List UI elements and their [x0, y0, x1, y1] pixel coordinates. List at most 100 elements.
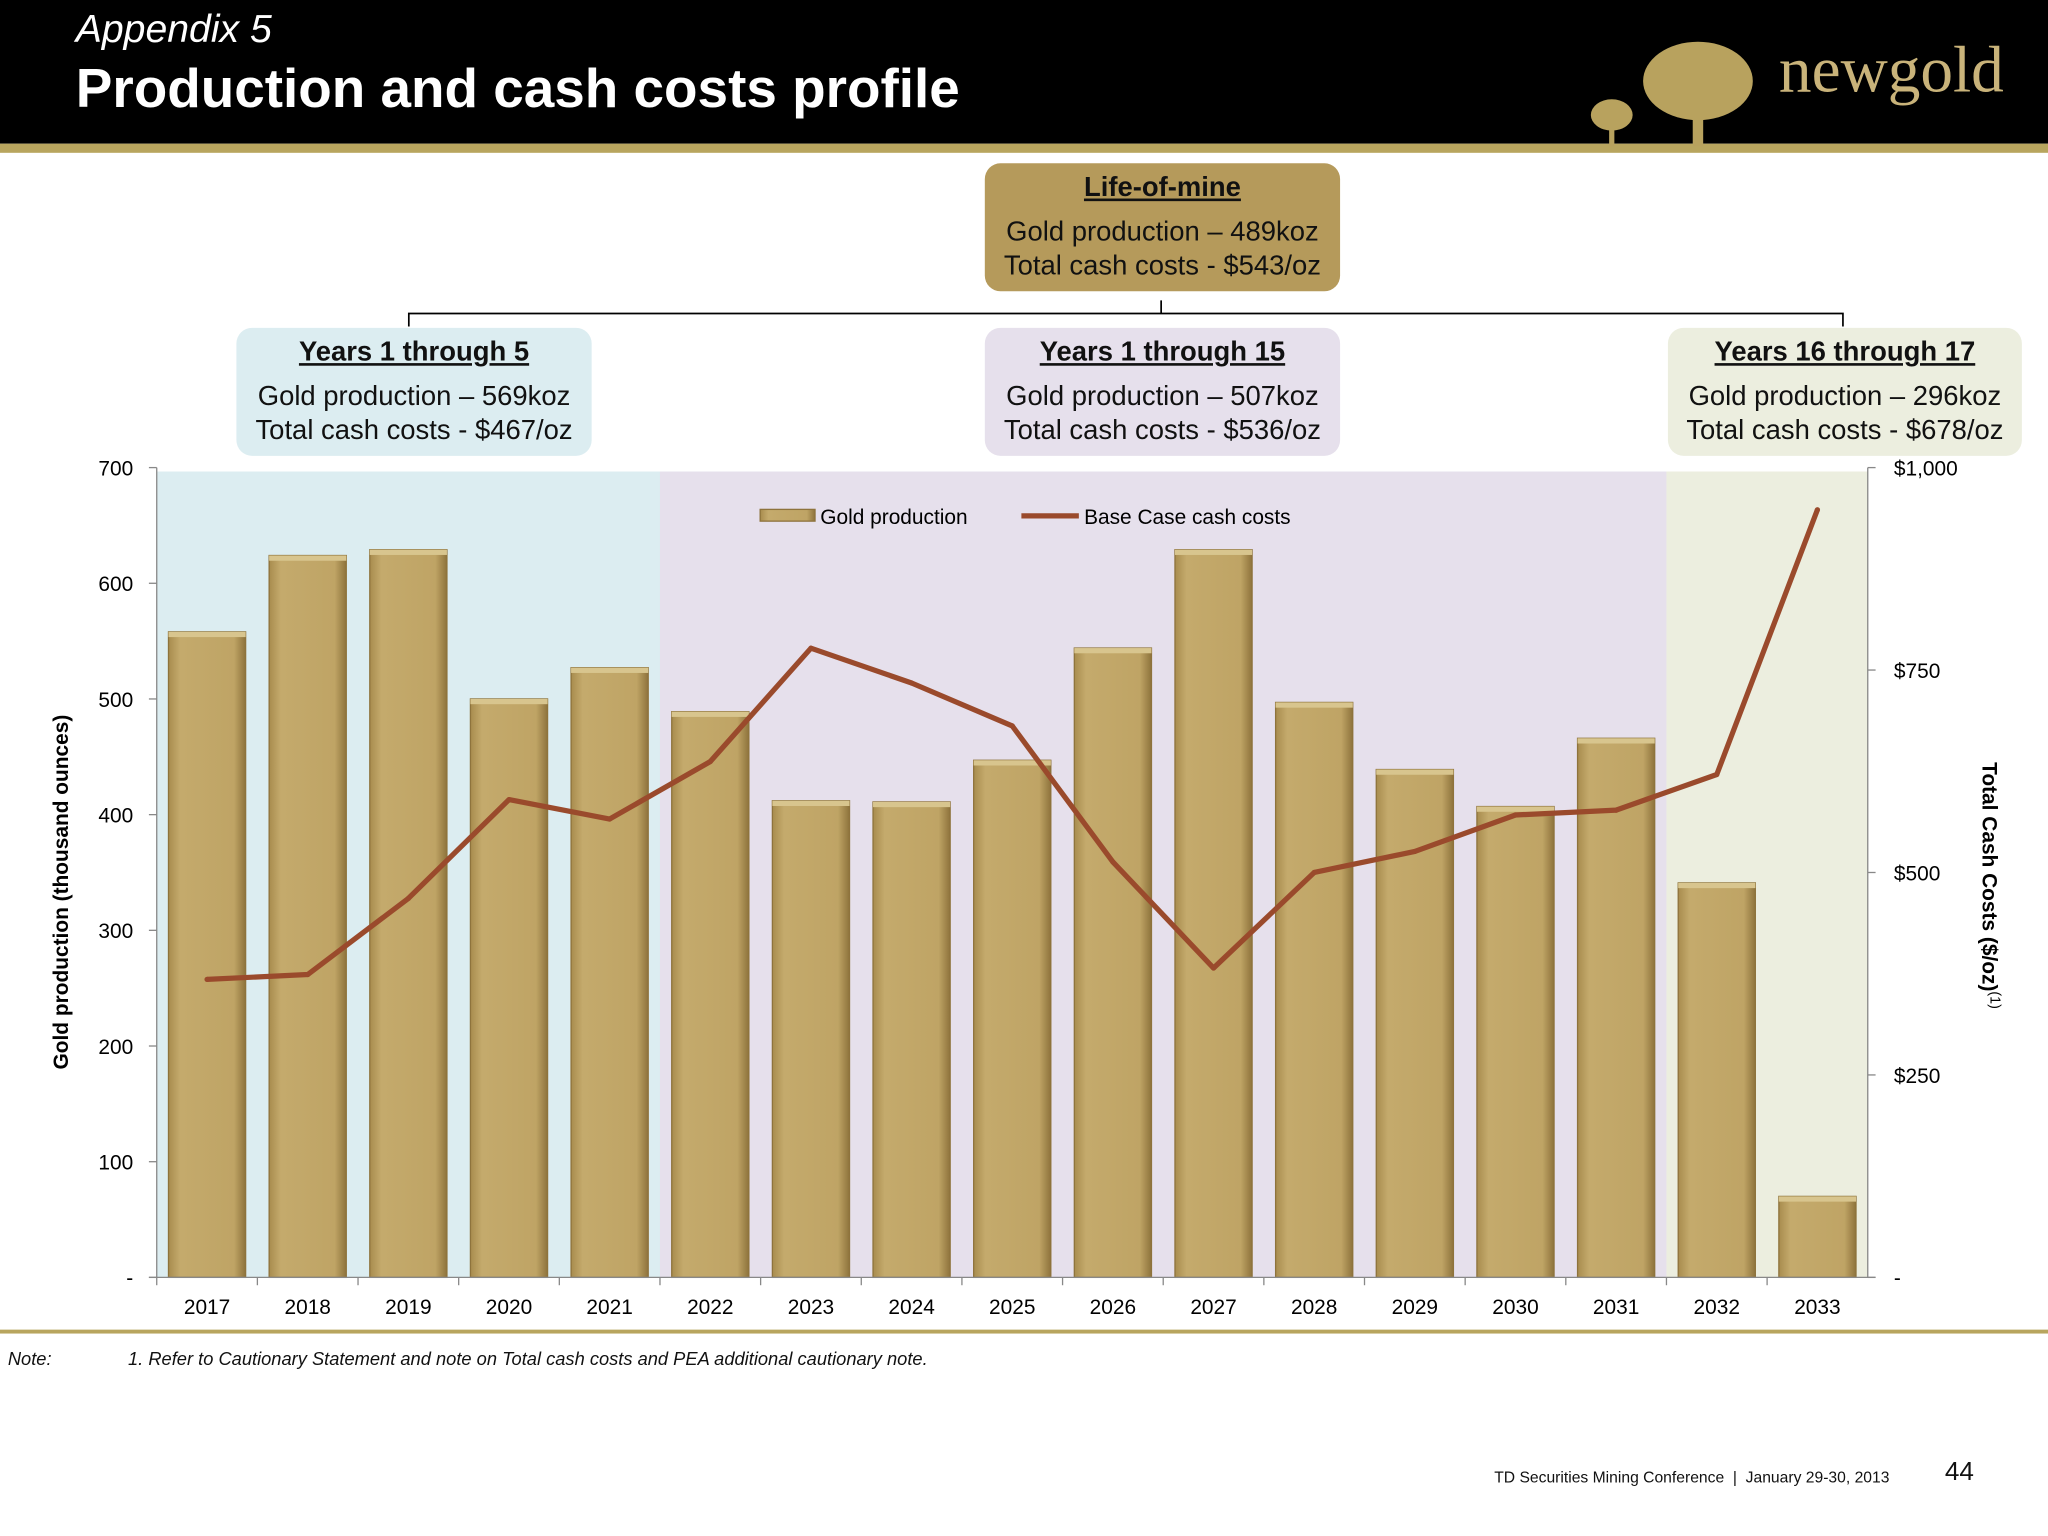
bar-2028 — [1274, 701, 1354, 1279]
bar-2030 — [1476, 805, 1555, 1279]
bar-2031 — [1576, 737, 1656, 1279]
box-heading: Years 16 through 17 — [1714, 336, 1976, 368]
bar-2023 — [771, 800, 851, 1279]
bar-top — [369, 549, 447, 555]
x-tick-label: 2027 — [1190, 1296, 1236, 1319]
cash-cost-point-2031 — [1613, 807, 1619, 813]
box-line: Total cash costs - $467/oz — [255, 415, 573, 446]
y-tick-label: 700 — [98, 457, 133, 480]
page-number: 44 — [1944, 1457, 1974, 1487]
legend-bar-swatch — [759, 508, 816, 522]
bar-2025 — [973, 759, 1052, 1279]
years-1-15-box: Years 1 through 15 Gold production – 507… — [984, 327, 1341, 456]
years-1-5-box: Years 1 through 5 Gold production – 569k… — [236, 327, 592, 456]
bar-2033 — [1778, 1195, 1857, 1279]
box-heading: Years 1 through 15 — [1039, 336, 1286, 368]
x-tick-label: 2017 — [184, 1296, 230, 1319]
note-label: Note: — [7, 1347, 52, 1369]
box-line: Total cash costs - $543/oz — [1003, 250, 1321, 281]
cash-cost-point-2019 — [405, 895, 411, 902]
bar-top — [1376, 769, 1454, 775]
bar-2026 — [1073, 647, 1153, 1279]
cash-cost-point-2030 — [1512, 812, 1519, 818]
bar-2020 — [469, 698, 549, 1279]
y-tick-label: 200 — [98, 1036, 133, 1059]
life-of-mine-box: Life-of-mine Gold production – 489koz To… — [984, 163, 1341, 292]
box-line: Total cash costs - $536/oz — [1003, 415, 1321, 446]
brand-logo: newgold — [1778, 32, 2004, 106]
bar-2032 — [1677, 882, 1757, 1279]
years-16-17-box: Years 16 through 17 Gold production – 29… — [1667, 327, 2022, 456]
x-tick-label: 2026 — [1090, 1296, 1136, 1319]
bar-top — [269, 555, 347, 561]
box-line: Total cash costs - $678/oz — [1686, 415, 2004, 446]
cash-cost-point-2033 — [1814, 507, 1821, 513]
footer-rule — [0, 1329, 2048, 1334]
y2-axis-label: Total Cash Costs ($/oz)(1) — [1978, 762, 2003, 1009]
bar-top — [873, 801, 951, 808]
slide-title: Production and cash costs profile — [75, 57, 960, 119]
y-tick-label: - — [126, 1267, 133, 1290]
cash-cost-point-2029 — [1412, 848, 1418, 855]
x-tick-label: 2030 — [1492, 1296, 1538, 1319]
box-heading: Years 1 through 5 — [298, 336, 530, 368]
x-tick-label: 2020 — [486, 1296, 532, 1319]
bar-2017 — [167, 631, 247, 1279]
cash-cost-point-2028 — [1311, 869, 1317, 876]
bar-top — [470, 698, 548, 705]
y-tick-label: 300 — [98, 920, 133, 943]
cash-cost-point-2027 — [1210, 965, 1217, 971]
bar-2018 — [268, 554, 347, 1279]
x-tick-label: 2031 — [1593, 1296, 1639, 1319]
cash-cost-point-2020 — [506, 796, 512, 803]
legend-label-costs: Base Case cash costs — [1084, 506, 1291, 529]
x-tick-label: 2028 — [1291, 1296, 1337, 1319]
y-axis-label: Gold production (thousand ounces) — [50, 715, 73, 1070]
x-tick-label: 2029 — [1392, 1296, 1438, 1319]
cash-cost-point-2032 — [1714, 771, 1720, 778]
cash-cost-point-2023 — [808, 645, 814, 651]
bar-top — [1275, 702, 1353, 708]
bar-top — [1174, 549, 1253, 555]
bar-top — [772, 800, 850, 806]
x-tick-label: 2022 — [687, 1296, 733, 1319]
y-tick-label: 500 — [98, 689, 133, 712]
bar-2024 — [872, 801, 951, 1279]
bar-top — [571, 667, 649, 673]
cash-cost-point-2026 — [1110, 859, 1116, 865]
bar-top — [1577, 738, 1655, 744]
box-line: Gold production – 569koz — [257, 381, 571, 412]
bar-top — [1778, 1196, 1856, 1202]
y2-tick-label: $1,000 — [1894, 457, 1958, 480]
x-tick-label: 2023 — [788, 1296, 834, 1319]
cash-cost-point-2025 — [1009, 723, 1015, 729]
cash-cost-point-2017 — [204, 976, 210, 982]
y2-tick-label: $750 — [1894, 660, 1940, 683]
header-rule — [0, 143, 2048, 153]
bar-top — [671, 711, 749, 717]
cash-cost-point-2018 — [305, 971, 311, 978]
bar-2029 — [1375, 768, 1455, 1279]
x-tick-label: 2018 — [284, 1296, 330, 1319]
x-tick-label: 2019 — [385, 1296, 431, 1319]
bar-top — [1678, 882, 1756, 889]
x-tick-label: 2025 — [989, 1296, 1035, 1319]
event-footer: TD Securities Mining Conference | Januar… — [1494, 1468, 1890, 1487]
bar-top — [1074, 648, 1152, 654]
legend: Gold production Base Case cash costs — [759, 506, 1291, 529]
cash-cost-point-2021 — [607, 816, 613, 822]
bar-2021 — [570, 667, 649, 1279]
slide-subtitle: Appendix 5 — [75, 7, 272, 51]
x-tick-label: 2032 — [1694, 1296, 1740, 1319]
cash-cost-point-2024 — [908, 680, 915, 686]
x-tick-label: 2024 — [888, 1296, 934, 1319]
y-tick-label: 600 — [98, 573, 133, 596]
box-line: Gold production – 296koz — [1688, 381, 2002, 412]
y2-tick-label: $500 — [1894, 862, 1940, 885]
bar-top — [973, 760, 1051, 766]
bar-top — [1476, 806, 1555, 812]
x-tick-label: 2033 — [1794, 1296, 1840, 1319]
y2-tick-label: $250 — [1894, 1065, 1940, 1088]
